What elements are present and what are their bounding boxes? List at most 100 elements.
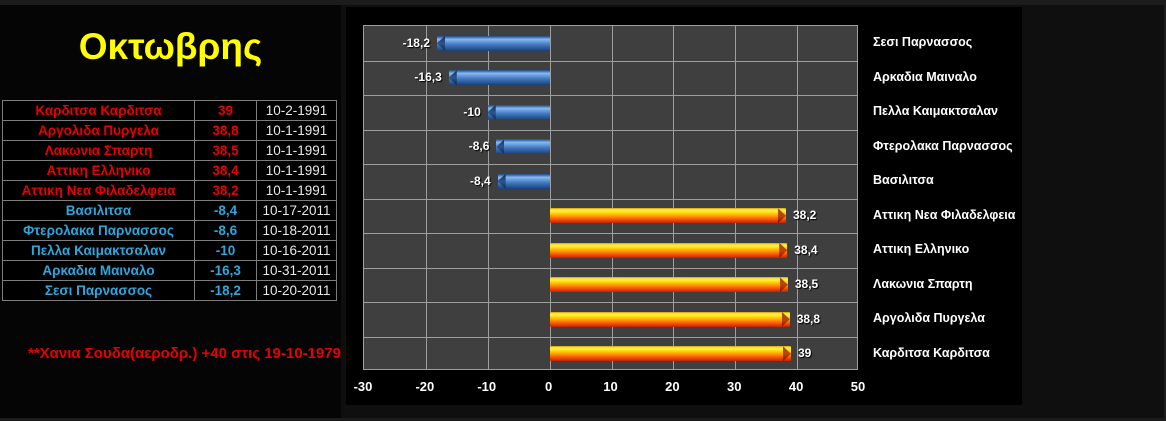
table-row: Βασιλιτσα -8,4 10-17-2011 [2,200,337,221]
table-row: Πελλα Καιμακτσαλαν -10 10-16-2011 [2,240,337,261]
bar-value-label: 38,4 [794,242,818,257]
table-row: Φτερολακα Παρνασσος -8,6 10-18-2011 [2,220,337,241]
horizontal-gridline [364,233,857,234]
horizontal-gridline [364,95,857,96]
negative-temp-bar [497,173,550,189]
record-name: Αττικη Νεα Φιλαδελφεια [2,180,195,201]
record-value: -8,6 [194,220,257,241]
x-axis-tick-label: 30 [727,379,742,394]
records-table: Καρδιτσα Καρδιτσα 39 10-2-1991 Αργολιδα Πυρ… [2,100,337,301]
bar-value-label: 38,8 [796,311,821,326]
table-row: Αττικη Νεα Φιλαδελφεια 38,2 10-1-1991 [2,180,337,201]
positive-temp-bar [549,346,791,362]
record-name: Βασιλιτσα [2,200,195,221]
table-row: Αρκαδια Μαιναλο -16,3 10-31-2011 [2,260,337,281]
record-value: -16,3 [194,260,257,281]
page-title: Οκτωβρης [78,26,263,67]
x-axis-tick-label: -30 [353,379,373,394]
temperature-bar-chart: -18,2 -16,3 -10 -8,6 -8,4 38,2 38,4 38,5 38,8 39 … [346,7,1022,405]
record-date: 10-1-1991 [256,180,337,201]
record-value: -8,4 [194,200,257,221]
category-label: Καρδιτσα Καρδιτσα [873,345,990,360]
record-name: Αρκαδια Μαιναλο [2,260,195,281]
footnote: **Χανια Σουδα(αεροδρ.) +40 στις 19-10-19… [28,345,341,362]
negative-temp-bar [496,139,550,155]
record-date: 10-17-2011 [256,200,337,221]
category-label: Λακωνια Σπαρτη [873,276,973,291]
record-date: 10-16-2011 [256,240,337,261]
bar-value-label: 38,2 [792,208,817,223]
table-row: Σεσι Παρνασσος -18,2 10-20-2011 [2,280,337,301]
record-value: -18,2 [194,280,257,301]
record-date: 10-1-1991 [256,120,337,141]
positive-temp-bar [549,242,788,258]
bar-value-label: 38,5 [794,277,819,292]
chart-plot-area: -18,2 -16,3 -10 -8,6 -8,4 38,2 38,4 38,5 38,8 39 [363,25,858,370]
bar-value-label: -16,3 [414,70,442,85]
record-name: Πελλα Καιμακτσαλαν [2,240,195,261]
category-label: Αρκαδια Μαιναλο [873,69,977,84]
category-label: Αττικη Νεα Φιλαδελφεια [873,207,1016,222]
bar-value-label: 39 [797,346,812,361]
vertical-gridline [797,26,799,369]
records-table-body: Καρδιτσα Καρδιτσα 39 10-2-1991 Αργολιδα Πυρ… [2,100,337,301]
x-axis-tick-label: 50 [850,379,866,394]
record-date: 10-1-1991 [256,160,337,181]
negative-temp-bar [487,104,550,120]
table-row: Καρδιτσα Καρδιτσα 39 10-2-1991 [2,100,337,121]
vertical-gridline [549,26,551,369]
record-name: Καρδιτσα Καρδιτσα [2,100,195,121]
record-name: Αργολιδα Πυργελα [2,120,195,141]
bar-value-label: -8,4 [469,173,491,188]
record-date: 10-31-2011 [256,260,337,281]
positive-temp-bar [549,311,790,327]
table-row: Αττικη Ελληνικο 38,4 10-1-1991 [2,160,337,181]
horizontal-gridline [364,129,857,131]
record-value: 38,4 [194,160,257,181]
category-label: Φτερολακα Παρνασσος [873,138,1013,153]
record-value: 38,2 [194,180,257,201]
positive-temp-bar [549,208,786,224]
left-panel: Οκτωβρης Καρδιτσα Καρδιτσα 39 10-2-1991 Αργ… [0,5,341,418]
category-label: Αττικη Ελληνικο [873,242,970,257]
bar-value-label: -18,2 [402,35,430,50]
category-label: Αργολιδα Πυργελα [873,311,985,326]
record-name: Φτερολακα Παρνασσος [2,220,195,241]
x-axis-tick-label: 0 [545,379,553,394]
horizontal-gridline [364,336,857,338]
x-axis-tick-label: 40 [788,379,804,394]
record-date: 10-2-1991 [256,100,337,121]
negative-temp-bar [437,35,550,51]
record-name: Σεσι Παρνασσος [2,280,195,301]
x-axis-tick-label: 20 [665,379,680,394]
x-axis-tick-label: -20 [415,379,435,394]
bar-value-label: -8,6 [468,139,490,154]
positive-temp-bar [549,277,788,293]
category-label: Βασιλιτσα [873,173,934,188]
table-row: Αργολιδα Πυργελα 38,8 10-1-1991 [2,120,337,141]
x-axis-tick-label: -10 [477,379,497,394]
horizontal-gridline [364,267,857,269]
record-value: 38,8 [194,120,257,141]
negative-temp-bar [448,70,550,86]
horizontal-gridline [364,60,857,62]
horizontal-gridline [364,198,857,200]
vertical-gridline [673,26,675,369]
vertical-gridline [735,26,737,369]
record-date: 10-18-2011 [256,220,337,241]
horizontal-gridline [364,302,857,303]
record-value: 39 [194,100,257,121]
category-label: Σεσι Παρνασσος [873,35,973,50]
record-name: Αττικη Ελληνικο [2,160,195,181]
record-value: 38,5 [194,140,257,161]
x-axis-tick-label: 10 [603,379,618,394]
vertical-gridline [611,26,613,369]
horizontal-gridline [364,164,857,165]
record-name: Λακωνια Σπαρτη [2,140,195,161]
vertical-gridline [487,26,489,369]
record-date: 10-20-2011 [256,280,337,301]
bar-value-label: -10 [463,104,481,119]
record-value: -10 [194,240,257,261]
category-label: Πελλα Καιμακτσαλαν [873,104,998,119]
